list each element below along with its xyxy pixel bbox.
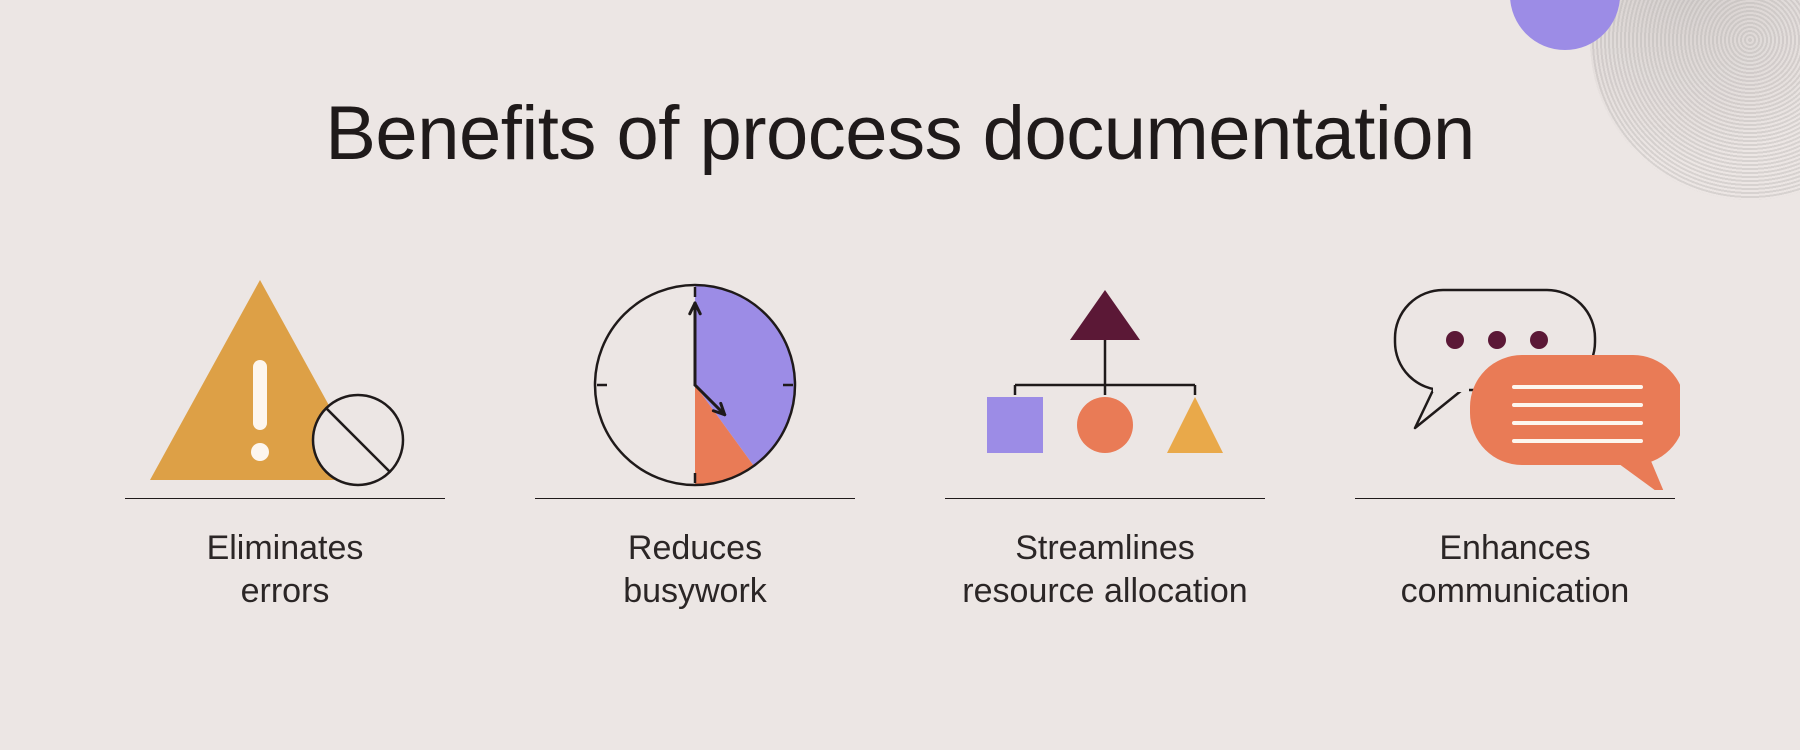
benefit-card-busywork: Reduces busywork <box>530 270 860 612</box>
warning-triangle-icon <box>120 270 450 490</box>
benefit-caption: Streamlines resource allocation <box>962 527 1247 612</box>
benefit-caption: Reduces busywork <box>623 527 767 612</box>
page-title: Benefits of process documentation <box>0 90 1800 177</box>
benefit-caption: Eliminates errors <box>207 527 364 612</box>
benefit-card-errors: Eliminates errors <box>120 270 450 612</box>
benefit-card-allocation: Streamlines resource allocation <box>940 270 1270 612</box>
clock-icon <box>530 270 860 490</box>
benefits-row: Eliminates errors Reduces busywork Strea… <box>0 270 1800 612</box>
divider <box>945 498 1265 499</box>
divider <box>125 498 445 499</box>
benefit-caption: Enhances communication <box>1401 527 1630 612</box>
benefit-card-communication: Enhances communication <box>1350 270 1680 612</box>
divider <box>1355 498 1675 499</box>
hierarchy-shapes-icon <box>940 270 1270 490</box>
divider <box>535 498 855 499</box>
speech-bubbles-icon <box>1350 270 1680 490</box>
